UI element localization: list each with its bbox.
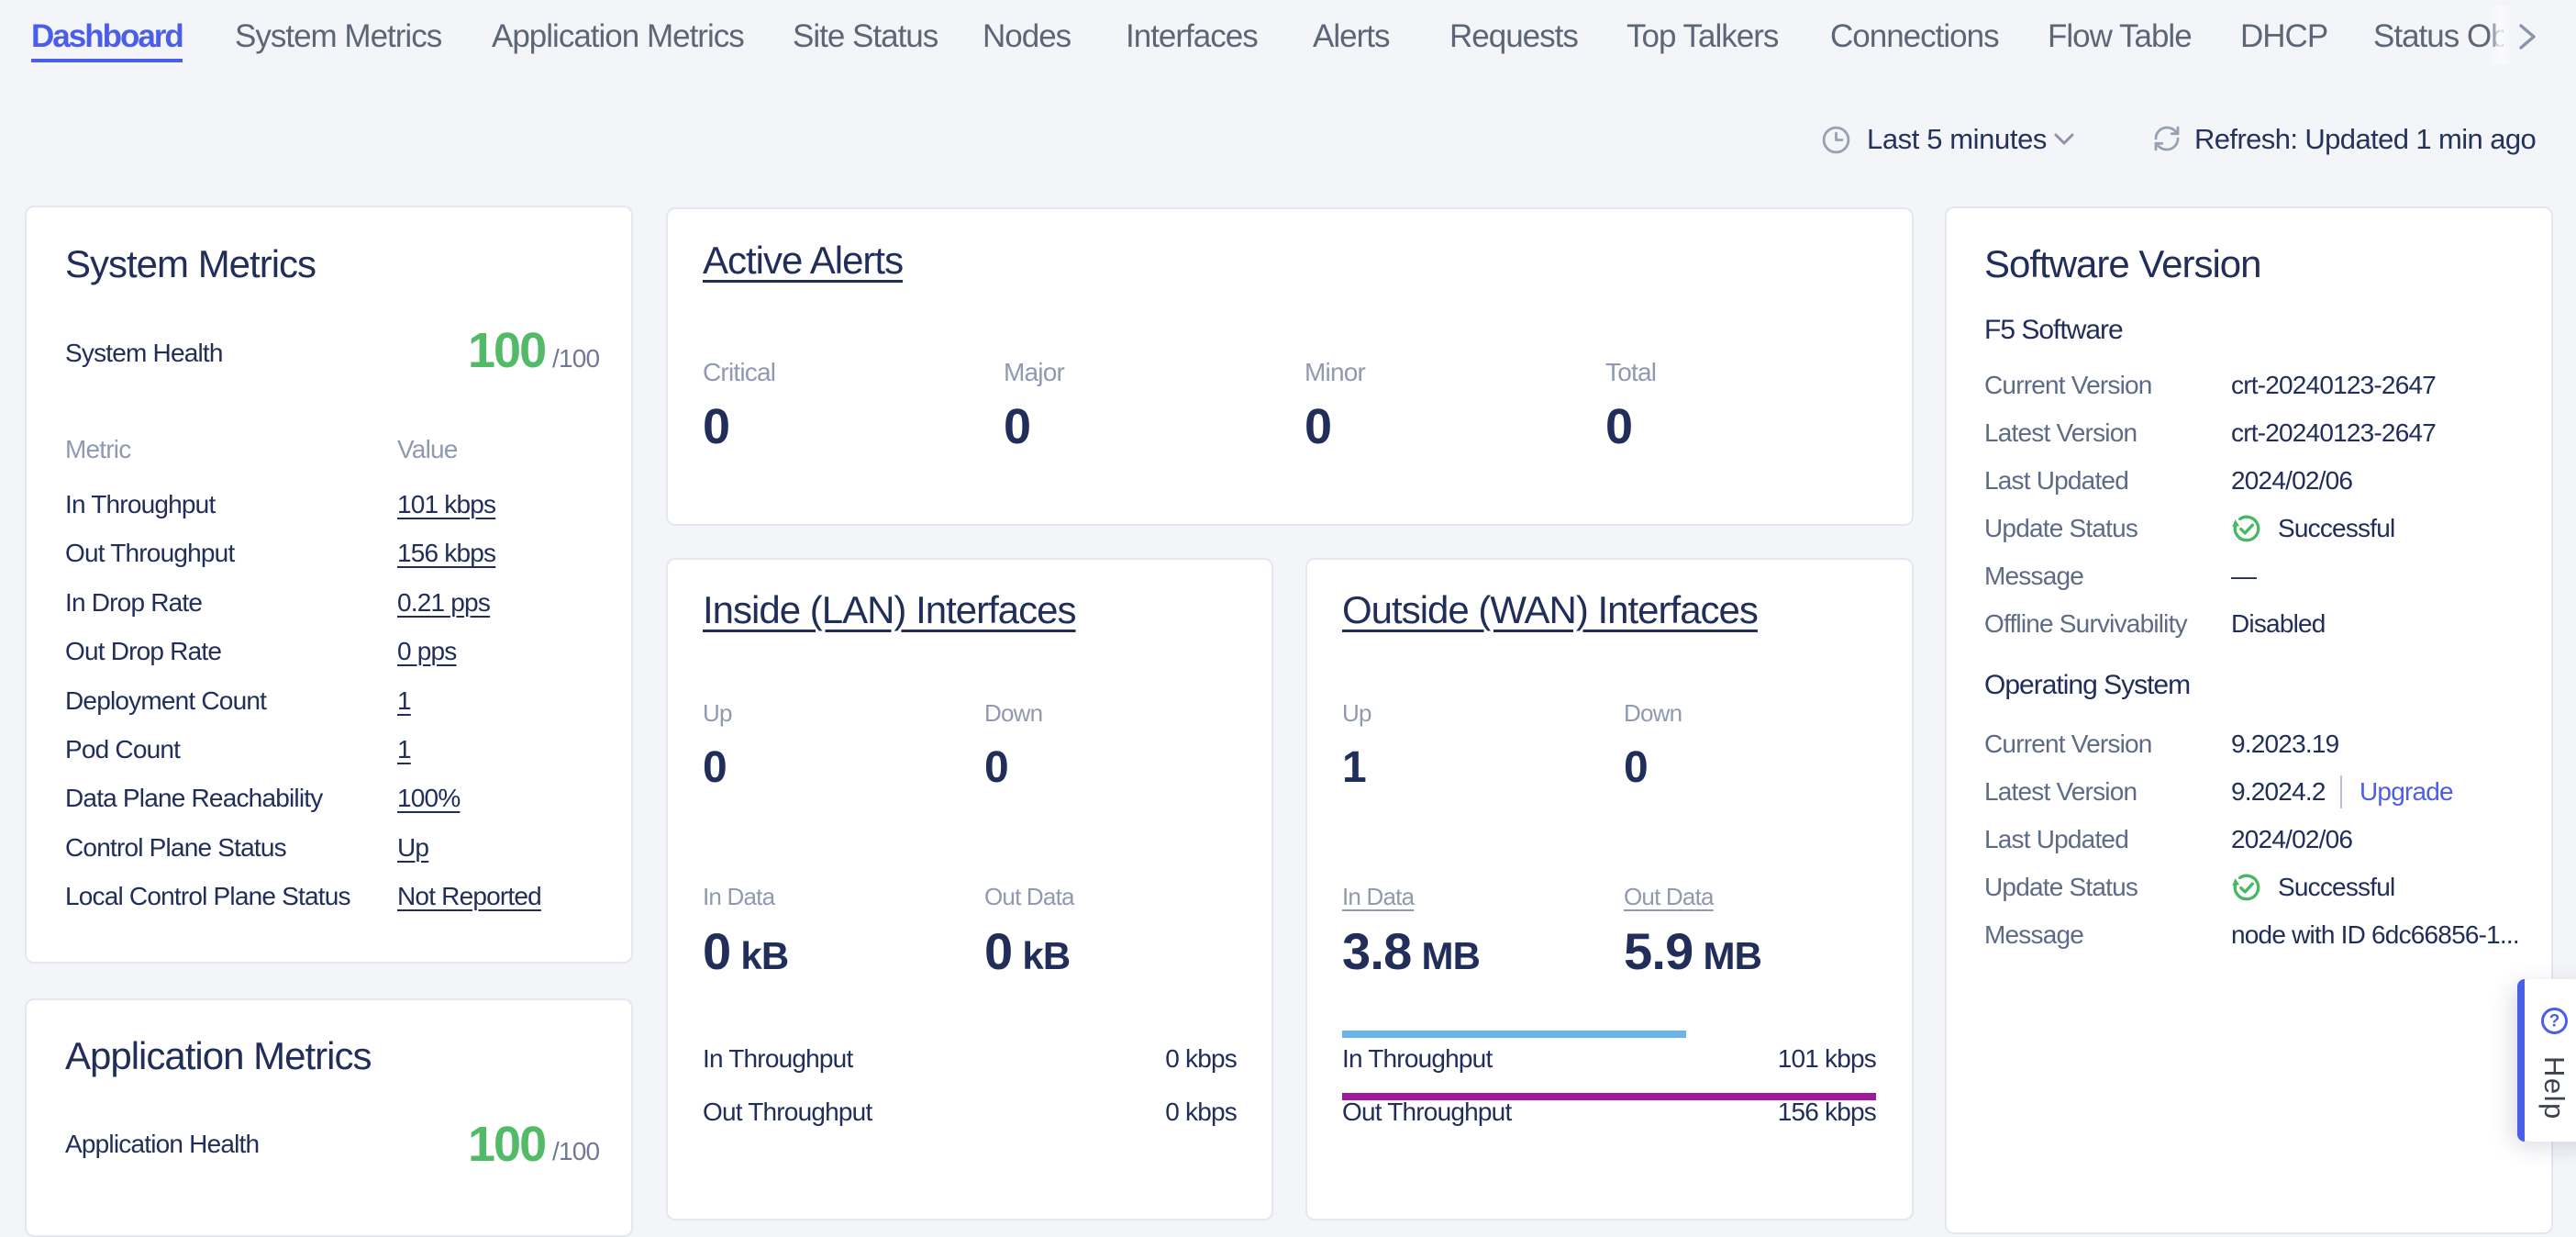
svg-text:?: ? (2549, 1012, 2560, 1031)
